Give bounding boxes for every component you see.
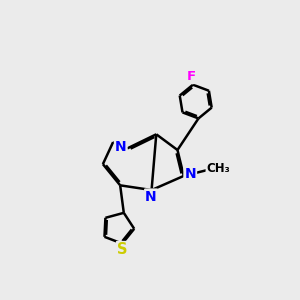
Text: S: S [117,242,128,257]
Text: CH₃: CH₃ [206,162,230,175]
Text: N: N [115,140,127,154]
Text: N: N [184,167,196,182]
Text: N: N [145,190,157,203]
Text: F: F [187,70,196,83]
